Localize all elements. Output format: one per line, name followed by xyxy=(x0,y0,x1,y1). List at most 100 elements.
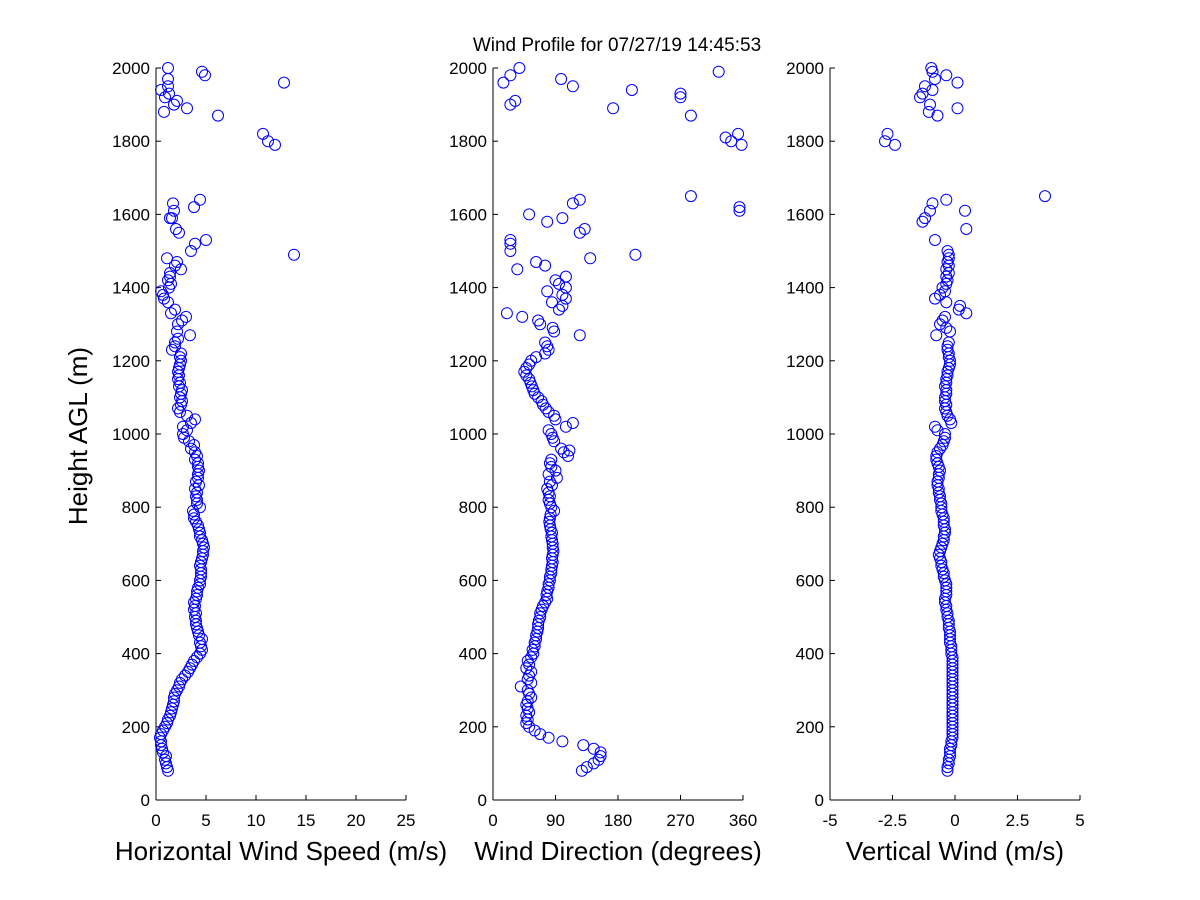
data-point xyxy=(542,424,555,437)
y-tick-label: 1800 xyxy=(786,132,824,151)
data-point xyxy=(566,80,579,93)
data-point xyxy=(530,256,543,268)
x-tick-label: 5 xyxy=(201,811,210,830)
data-point xyxy=(184,329,196,342)
y-tick-label: 0 xyxy=(478,791,487,810)
data-point xyxy=(559,281,572,294)
data-point xyxy=(580,761,593,774)
data-point xyxy=(504,237,517,250)
data-point xyxy=(940,581,953,594)
data-point xyxy=(929,73,941,85)
data-point xyxy=(176,673,188,686)
data-point xyxy=(162,62,174,74)
data-point xyxy=(941,343,954,356)
y-tick-label: 600 xyxy=(459,571,487,590)
data-point xyxy=(155,84,167,96)
data-point xyxy=(555,73,568,85)
data-point xyxy=(881,127,894,140)
data-point xyxy=(543,515,556,528)
data-point xyxy=(919,212,931,225)
data-point xyxy=(573,193,586,206)
data-point xyxy=(194,559,206,572)
data-point xyxy=(545,453,558,466)
y-tick-label: 800 xyxy=(122,498,150,517)
data-point xyxy=(513,62,526,74)
data-point xyxy=(168,695,180,708)
x-tick-label: 180 xyxy=(604,811,632,830)
y-tick-label: 1000 xyxy=(786,425,824,444)
data-point xyxy=(167,197,179,210)
data-point xyxy=(523,720,536,733)
x-tick-label: 5 xyxy=(1075,811,1084,830)
data-point xyxy=(587,757,600,770)
data-point xyxy=(559,420,572,433)
data-point xyxy=(197,537,209,550)
data-point xyxy=(278,76,290,89)
data-point xyxy=(500,307,513,320)
data-point xyxy=(177,420,189,433)
y-tick-label: 2000 xyxy=(449,59,487,78)
panel-vertical-wind: 0 200 400 600 800 1000 1200 1400 1600 1800 2000 -5 -… xyxy=(786,59,1085,866)
y-tick-label: 1600 xyxy=(786,205,824,224)
data-point xyxy=(684,190,697,203)
y-tick-label: 200 xyxy=(459,718,487,737)
data-point xyxy=(573,329,586,342)
data-point xyxy=(889,138,901,151)
data-point xyxy=(607,102,620,115)
data-point xyxy=(541,215,554,228)
data-point xyxy=(543,475,556,488)
data-point xyxy=(940,270,953,283)
x-tick-label: 15 xyxy=(297,811,316,830)
data-point xyxy=(942,252,955,265)
y-tick-label: 800 xyxy=(459,498,487,517)
data-point xyxy=(931,109,944,122)
data-point xyxy=(939,285,951,298)
x-tick-label: 90 xyxy=(546,811,565,830)
x-tick-label: -2.5 xyxy=(878,811,907,830)
data-point xyxy=(939,310,951,323)
data-point xyxy=(537,600,549,612)
data-point xyxy=(497,76,510,89)
data-point xyxy=(940,296,953,309)
data-point xyxy=(172,365,184,378)
data-point xyxy=(194,193,206,206)
data-point xyxy=(556,212,569,225)
data-point xyxy=(521,684,534,697)
data-point xyxy=(546,321,559,334)
data-point xyxy=(914,91,926,104)
data-point xyxy=(269,138,281,151)
y-tick-label: 1400 xyxy=(449,279,487,298)
y-tick-label: 1000 xyxy=(449,425,487,444)
data-point xyxy=(172,332,184,345)
data-point xyxy=(170,223,182,235)
data-point xyxy=(514,680,527,693)
data-point xyxy=(555,442,568,455)
data-point xyxy=(164,212,176,225)
panel-wind-direction: 0 200 400 600 800 1000 1200 1400 1600 1800 2000 0 90… xyxy=(449,59,762,866)
data-point xyxy=(188,201,200,214)
data-point xyxy=(629,248,642,261)
x-tick-label: 2.5 xyxy=(1006,811,1030,830)
data-point xyxy=(198,541,210,554)
data-point xyxy=(509,94,522,107)
data-point xyxy=(168,98,180,111)
data-point xyxy=(944,413,956,426)
data-point xyxy=(160,750,172,763)
y-tick-label: 1200 xyxy=(449,352,487,371)
data-point xyxy=(931,446,944,459)
data-point xyxy=(924,204,936,217)
data-point xyxy=(165,706,177,719)
y-tick-label: 1200 xyxy=(786,352,824,371)
data-point xyxy=(168,204,180,217)
data-point xyxy=(187,504,199,517)
data-point xyxy=(960,223,973,235)
data-point xyxy=(155,285,167,298)
data-point xyxy=(212,109,224,122)
data-point xyxy=(179,669,191,682)
data-point xyxy=(196,65,208,78)
data-point xyxy=(594,750,607,763)
data-point xyxy=(959,204,971,217)
y-tick-label: 2000 xyxy=(786,59,824,78)
data-point xyxy=(939,431,951,444)
